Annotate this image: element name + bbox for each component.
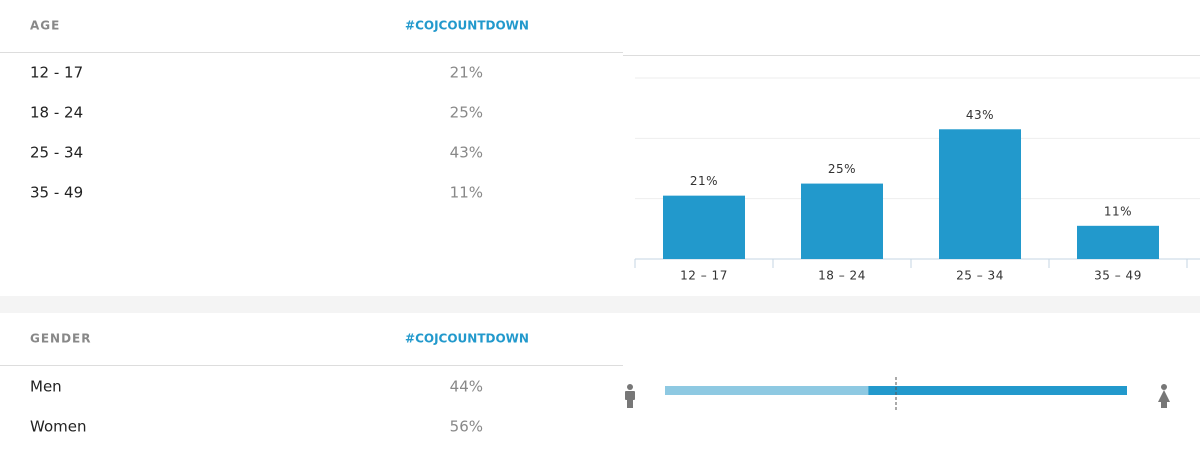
hashtag: #COJCOUNTDOWN — [405, 332, 529, 346]
x-tick-label: 18 – 24 — [818, 269, 866, 283]
x-tick-label: 35 – 49 — [1094, 269, 1142, 283]
data-label: 21% — [690, 174, 718, 188]
bar — [801, 183, 883, 259]
male-icon — [625, 384, 635, 408]
row-label: 18 - 24 — [30, 104, 83, 122]
data-label: 25% — [828, 162, 856, 176]
row-value: 21% — [450, 64, 483, 82]
split-bar — [665, 386, 869, 395]
bar — [939, 129, 1021, 259]
age-header: AGE — [30, 19, 60, 33]
row-value: 56% — [450, 418, 483, 436]
row-value: 44% — [450, 378, 483, 396]
data-label: 11% — [1104, 204, 1132, 218]
bar — [663, 195, 745, 259]
gender-header: GENDER — [30, 332, 92, 346]
row-label: Men — [30, 378, 62, 396]
row-label: 12 - 17 — [30, 64, 83, 82]
split-bar — [868, 386, 1127, 395]
female-icon — [1158, 384, 1170, 408]
row-label: 25 - 34 — [30, 144, 83, 162]
hashtag: #COJCOUNTDOWN — [405, 19, 529, 33]
row-label: Women — [30, 418, 86, 436]
row-label: 35 - 49 — [30, 184, 83, 202]
x-tick-label: 25 – 34 — [956, 269, 1004, 283]
bar — [1077, 225, 1159, 259]
row-value: 11% — [450, 184, 483, 202]
data-label: 43% — [966, 108, 994, 122]
row-value: 43% — [450, 144, 483, 162]
row-value: 25% — [450, 104, 483, 122]
section-divider — [0, 296, 1200, 313]
x-tick-label: 12 – 17 — [680, 269, 728, 283]
